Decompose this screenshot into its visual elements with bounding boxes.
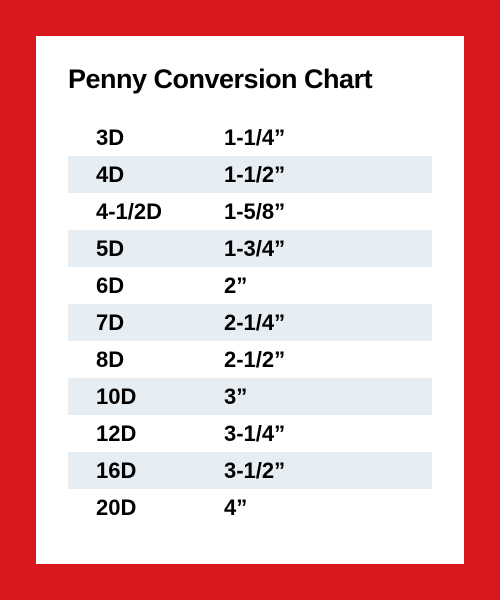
chart-title: Penny Conversion Chart <box>68 64 432 95</box>
inch-length-cell: 1-5/8” <box>224 199 424 225</box>
inch-length-cell: 3” <box>224 384 424 410</box>
inch-length-cell: 1-1/4” <box>224 125 424 151</box>
inch-length-cell: 4” <box>224 495 424 521</box>
inch-length-cell: 3-1/2” <box>224 458 424 484</box>
penny-size-cell: 20D <box>96 495 224 521</box>
outer-frame: Penny Conversion Chart 3D1-1/4”4D1-1/2”4… <box>0 0 500 600</box>
penny-size-cell: 10D <box>96 384 224 410</box>
table-row: 4-1/2D1-5/8” <box>68 193 432 230</box>
inch-length-cell: 2-1/2” <box>224 347 424 373</box>
inch-length-cell: 2-1/4” <box>224 310 424 336</box>
inch-length-cell: 1-1/2” <box>224 162 424 188</box>
table-row: 3D1-1/4” <box>68 119 432 156</box>
penny-size-cell: 4D <box>96 162 224 188</box>
penny-size-cell: 8D <box>96 347 224 373</box>
table-row: 12D3-1/4” <box>68 415 432 452</box>
table-row: 20D4” <box>68 489 432 526</box>
penny-size-cell: 6D <box>96 273 224 299</box>
table-row: 4D1-1/2” <box>68 156 432 193</box>
penny-size-cell: 16D <box>96 458 224 484</box>
table-row: 10D3” <box>68 378 432 415</box>
inch-length-cell: 3-1/4” <box>224 421 424 447</box>
penny-size-cell: 12D <box>96 421 224 447</box>
conversion-table: 3D1-1/4”4D1-1/2”4-1/2D1-5/8”5D1-3/4”6D2”… <box>68 119 432 526</box>
table-row: 16D3-1/2” <box>68 452 432 489</box>
inch-length-cell: 1-3/4” <box>224 236 424 262</box>
table-row: 7D2-1/4” <box>68 304 432 341</box>
penny-size-cell: 3D <box>96 125 224 151</box>
penny-size-cell: 4-1/2D <box>96 199 224 225</box>
table-row: 6D2” <box>68 267 432 304</box>
penny-size-cell: 7D <box>96 310 224 336</box>
table-row: 8D2-1/2” <box>68 341 432 378</box>
chart-card: Penny Conversion Chart 3D1-1/4”4D1-1/2”4… <box>36 36 464 564</box>
inch-length-cell: 2” <box>224 273 424 299</box>
table-row: 5D1-3/4” <box>68 230 432 267</box>
penny-size-cell: 5D <box>96 236 224 262</box>
